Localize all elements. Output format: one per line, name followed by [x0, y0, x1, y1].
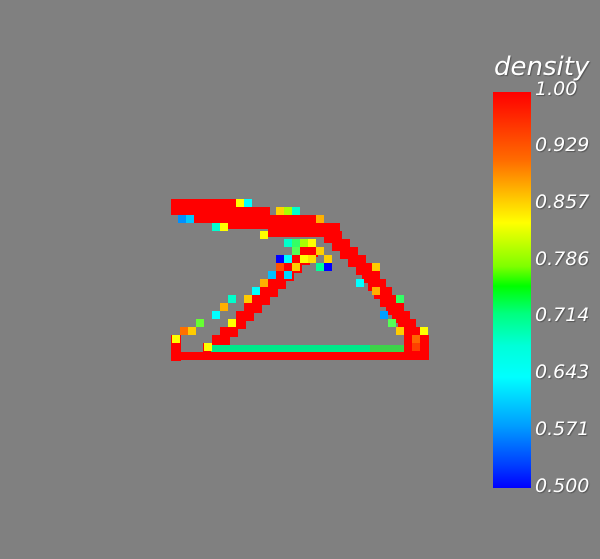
density-cell	[252, 287, 260, 295]
density-cell	[292, 247, 300, 255]
density-cell	[236, 199, 244, 207]
density-cell	[284, 239, 292, 247]
density-cell	[220, 303, 228, 311]
density-cell	[396, 327, 404, 335]
colorbar-tick-label: 0.571	[535, 418, 590, 440]
density-cell	[186, 215, 194, 223]
density-cell	[212, 335, 230, 345]
density-cell	[372, 287, 380, 295]
density-cell	[212, 311, 220, 319]
colorbar-tick-label: 0.643	[535, 361, 590, 383]
density-cell	[220, 327, 238, 337]
density-cell	[180, 327, 188, 335]
density-cell	[316, 263, 324, 271]
density-cell	[292, 207, 300, 215]
density-cell	[308, 255, 316, 263]
colorbar-title: density	[494, 52, 590, 82]
density-cell	[260, 287, 278, 297]
density-cell	[211, 345, 381, 352]
density-cell	[172, 335, 180, 343]
density-cell	[204, 343, 212, 351]
density-cell	[252, 295, 270, 305]
density-cell	[316, 215, 324, 223]
density-cell	[420, 327, 428, 335]
density-cell	[244, 295, 252, 303]
density-cell	[292, 239, 300, 247]
colorbar-tick-label: 0.786	[535, 248, 590, 270]
colorbar-tick-label: 0.857	[535, 191, 590, 213]
density-cell	[268, 271, 276, 279]
density-cell	[188, 327, 196, 335]
density-cell	[178, 215, 186, 223]
density-cell	[212, 223, 220, 231]
density-cell	[324, 255, 332, 263]
density-cell	[324, 263, 332, 271]
colorbar-tick-label: 1.00	[535, 78, 578, 100]
density-cell	[372, 263, 380, 271]
colorbar-tick-label: 0.929	[535, 134, 590, 156]
density-cell	[236, 311, 254, 321]
density-cell	[308, 239, 316, 247]
density-cell	[284, 255, 292, 263]
density-cell	[244, 303, 262, 313]
density-cell	[300, 255, 308, 263]
density-cell	[380, 311, 388, 319]
density-cell	[412, 343, 420, 351]
density-cell	[268, 279, 286, 289]
density-cell	[260, 279, 268, 287]
colorbar-tick-label: 0.500	[535, 475, 590, 497]
density-cell	[284, 271, 292, 279]
density-cell	[276, 207, 284, 215]
density-cell	[228, 295, 236, 303]
density-cell	[356, 279, 364, 287]
density-cell	[300, 239, 308, 247]
density-cell	[276, 263, 284, 271]
density-cell	[396, 295, 404, 303]
density-cell	[284, 207, 292, 215]
density-cell	[300, 247, 318, 257]
density-cell	[228, 319, 246, 329]
density-cell	[316, 247, 324, 255]
density-cell	[412, 335, 420, 343]
density-cell	[220, 223, 228, 231]
density-cell	[260, 231, 268, 239]
density-cell	[196, 319, 204, 327]
density-cell	[228, 319, 236, 327]
density-cell	[388, 319, 396, 327]
density-cell	[292, 263, 300, 271]
density-cell	[171, 335, 181, 361]
colorbar-tick-label: 0.714	[535, 304, 590, 326]
density-cell	[171, 352, 429, 360]
density-cell	[244, 199, 252, 207]
density-cell	[276, 255, 284, 263]
density-cell	[370, 345, 404, 352]
colorbar	[493, 92, 531, 488]
density-cell	[268, 223, 340, 237]
